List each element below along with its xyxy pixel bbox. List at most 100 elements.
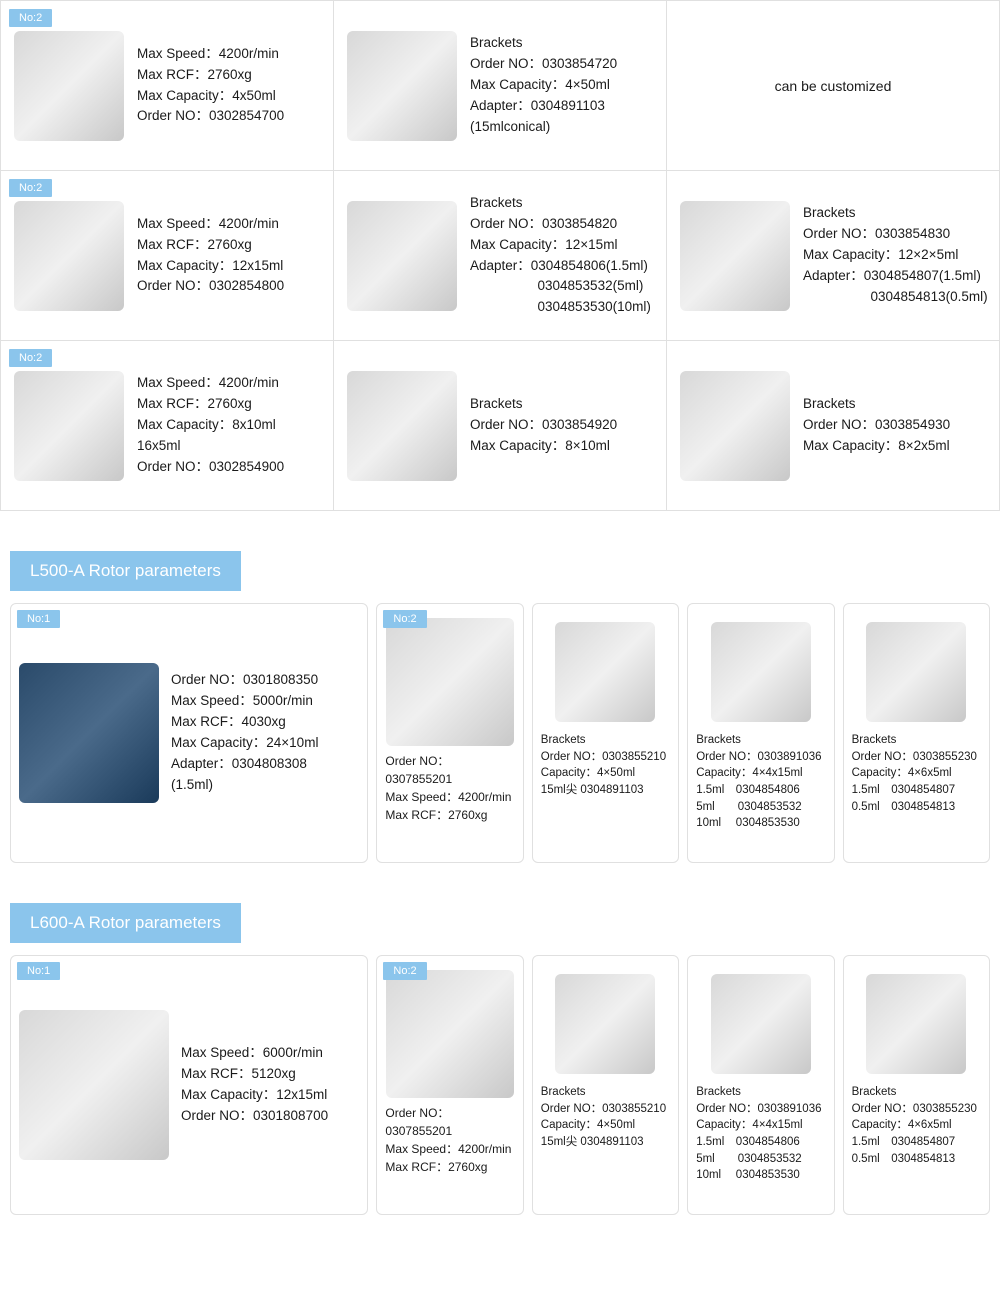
spec-line: Order NO：0303855230 — [852, 749, 981, 766]
spec-line: Order NO：0303854820 — [470, 214, 658, 235]
spec-line: Order NO：0307855201 — [385, 752, 514, 788]
product-badge: No:1 — [17, 610, 60, 628]
product-specs: BracketsOrder NO：0303854820Max Capacity：… — [470, 193, 658, 319]
product-specs: Max Speed：4200r/minMax RCF：2760xgMax Cap… — [137, 44, 325, 128]
spec-line: Order NO：0303891036 — [696, 1101, 825, 1118]
rotor-card-small: BracketsOrder NO：0303855210Capacity：4×50… — [532, 955, 679, 1215]
product-image — [675, 371, 795, 481]
rotor-card-small: BracketsOrder NO：0303855230Capacity：4×6x… — [843, 955, 990, 1215]
spec-line: Max Capacity：8×10ml — [470, 436, 658, 457]
product-image — [675, 201, 795, 311]
grid-cell: No:2Max Speed：4200r/minMax RCF：2760xgMax… — [1, 171, 334, 341]
spec-line: Max RCF：2760xg — [137, 65, 325, 86]
product-image — [19, 663, 159, 803]
spec-line: Brackets — [470, 33, 658, 54]
spec-line: Brackets — [541, 732, 670, 749]
spec-line: Order NO：0302854900 — [137, 457, 325, 478]
rotor-card-small: BracketsOrder NO：0303855210Capacity：4×50… — [532, 603, 679, 863]
product-specs: Order NO：0307855201Max Speed：4200r/minMa… — [385, 752, 514, 854]
spec-line: 15ml尖 0304891103 — [541, 782, 670, 799]
spec-line: Max RCF：2760xg — [385, 1158, 514, 1176]
product-specs: BracketsOrder NO：0303891036Capacity：4×4x… — [696, 1084, 825, 1206]
product-image — [342, 371, 462, 481]
spec-line: Brackets — [852, 1084, 981, 1101]
product-badge: No:1 — [17, 962, 60, 980]
spec-line: Max Speed：4200r/min — [137, 373, 325, 394]
grid-cell: No:2 Max Speed：4200r/minMax RCF：2760xgMax… — [1, 1, 334, 171]
product-specs: Max Speed：4200r/minMax RCF：2760xgMax Cap… — [137, 373, 325, 478]
spec-line: (15mlconical) — [470, 117, 658, 138]
spec-line: Brackets — [470, 394, 658, 415]
product-image — [711, 974, 811, 1074]
section-header-l500: L500-A Rotor parameters — [10, 551, 241, 591]
spec-line: Adapter：0304854807(1.5ml) — [803, 266, 991, 287]
spec-line: Order NO：0302854800 — [137, 276, 325, 297]
spec-line: Adapter：0304854806(1.5ml) — [470, 256, 658, 277]
product-image — [711, 622, 811, 722]
product-badge: No:2 — [383, 962, 426, 980]
rotor-card-small: BracketsOrder NO：0303891036Capacity：4×4x… — [687, 603, 834, 863]
product-image — [9, 371, 129, 481]
rotor-card-small: BracketsOrder NO：0303891036Capacity：4×4x… — [687, 955, 834, 1215]
spec-line: Max Capacity：8×2x5ml — [803, 436, 991, 457]
spec-line: 0304853532(5ml) — [470, 276, 658, 297]
spec-line: 0304853530(10ml) — [470, 297, 658, 318]
spec-line: (1.5ml) — [171, 775, 359, 796]
spec-line: Brackets — [696, 1084, 825, 1101]
product-specs: BracketsOrder NO：0303854930Max Capacity：… — [803, 394, 991, 457]
spec-line: Max RCF：2760xg — [137, 235, 325, 256]
product-image — [386, 970, 514, 1098]
spec-line: Capacity：4×50ml — [541, 765, 670, 782]
spec-line: Adapter：0304808308 — [171, 754, 359, 775]
spec-line: 0.5ml 0304854813 — [852, 1151, 981, 1168]
spec-line: Order NO：0303855210 — [541, 749, 670, 766]
spec-line: Max Capacity：8x10ml — [137, 415, 325, 436]
product-specs: Order NO：0301808350Max Speed：5000r/minMa… — [171, 670, 359, 796]
product-image — [9, 31, 129, 141]
product-specs: BracketsOrder NO：0303854830Max Capacity：… — [803, 203, 991, 308]
grid-cell: BracketsOrder NO：0303854820Max Capacity：… — [334, 171, 667, 341]
spec-line: Order NO：0303854920 — [470, 415, 658, 436]
spec-line: Max RCF：4030xg — [171, 712, 359, 733]
spec-line: Max Capacity：4x50ml — [137, 86, 325, 107]
l600-row: No:1 Max Speed：6000r/minMax RCF：5120xgMax… — [0, 955, 1000, 1215]
spec-line: Brackets — [470, 193, 658, 214]
rotor-card-small: No:2 Order NO：0307855201Max Speed：4200r/m… — [376, 603, 523, 863]
product-badge: No:2 — [383, 610, 426, 628]
rotor-card-large: No:1 Max Speed：6000r/minMax RCF：5120xgMax… — [10, 955, 368, 1215]
spec-line: Order NO：0303855210 — [541, 1101, 670, 1118]
spec-line: Order NO：0303891036 — [696, 749, 825, 766]
spec-line: Order NO：0302854700 — [137, 106, 325, 127]
product-specs: BracketsOrder NO：0303891036Capacity：4×4x… — [696, 732, 825, 854]
spec-line: Order NO：0303854830 — [803, 224, 991, 245]
product-specs: BracketsOrder NO：0303854720Max Capacity：… — [470, 33, 658, 138]
l500-row: No:1 Order NO：0301808350Max Speed：5000r/m… — [0, 603, 1000, 863]
product-badge: No:2 — [9, 9, 52, 27]
product-specs: BracketsOrder NO：0303855210Capacity：4×50… — [541, 732, 670, 854]
product-image — [555, 622, 655, 722]
spec-line: Order NO：0301808700 — [181, 1106, 359, 1127]
spec-line: 0304854813(0.5ml) — [803, 287, 991, 308]
grid-cell: BracketsOrder NO：0303854830Max Capacity：… — [667, 171, 1000, 341]
product-specs: Max Speed：6000r/minMax RCF：5120xgMax Cap… — [181, 1043, 359, 1127]
spec-line: Max Capacity：12x15ml — [181, 1085, 359, 1106]
spec-line: Max Speed：5000r/min — [171, 691, 359, 712]
product-specs: Order NO：0307855201Max Speed：4200r/minMa… — [385, 1104, 514, 1206]
spec-line: Brackets — [803, 203, 991, 224]
spec-line: 0.5ml 0304854813 — [852, 799, 981, 816]
spec-line: Brackets — [803, 394, 991, 415]
spec-line: Brackets — [541, 1084, 670, 1101]
spec-line: Order NO：0303854720 — [470, 54, 658, 75]
product-image — [555, 974, 655, 1074]
grid-cell: BracketsOrder NO：0303854720Max Capacity：… — [334, 1, 667, 171]
spec-line: 1.5ml 0304854807 — [852, 782, 981, 799]
spec-line: Max Speed：6000r/min — [181, 1043, 359, 1064]
spec-line: Capacity：4×6x5ml — [852, 765, 981, 782]
grid-cell: BracketsOrder NO：0303854920Max Capacity：… — [334, 341, 667, 511]
product-specs: Max Speed：4200r/minMax RCF：2760xgMax Cap… — [137, 214, 325, 298]
spec-line: Brackets — [696, 732, 825, 749]
product-image — [866, 622, 966, 722]
spec-line: 5ml 0304853532 — [696, 799, 825, 816]
rotor-card-small: No:2 Order NO：0307855201Max Speed：4200r/m… — [376, 955, 523, 1215]
spec-line: Max Capacity：12×2×5ml — [803, 245, 991, 266]
